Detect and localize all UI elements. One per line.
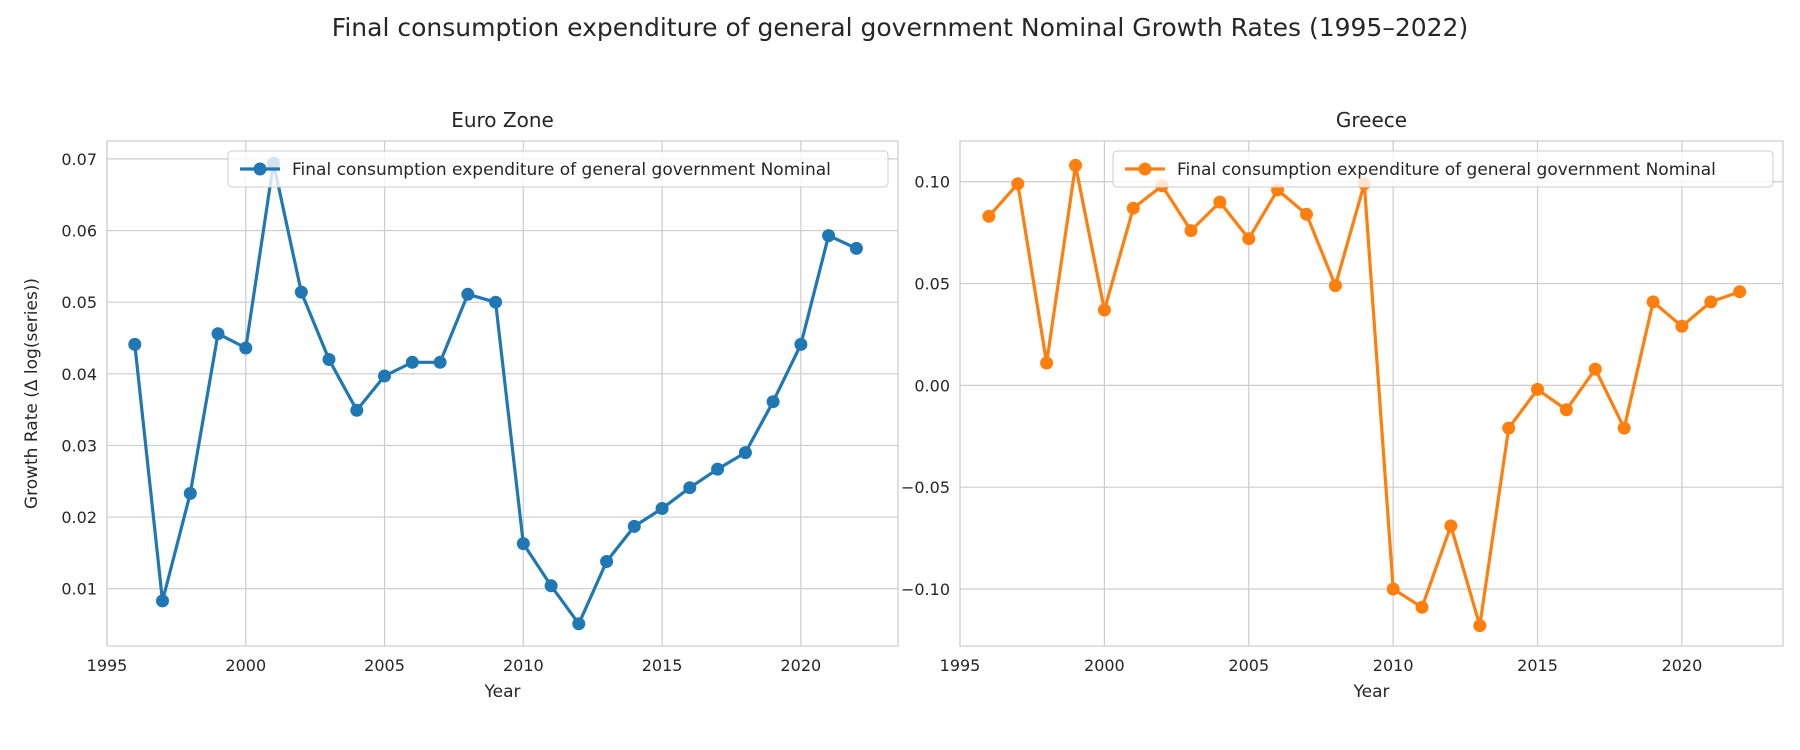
legend-box: [1112, 150, 1774, 188]
data-point: [322, 353, 336, 366]
x-tick-label: 2010: [503, 656, 544, 675]
data-point: [627, 519, 641, 533]
data-point: [1040, 356, 1054, 370]
data-point: [239, 341, 253, 355]
data-point: [1126, 201, 1140, 215]
legend-entry-label: Final consumption expenditure of general…: [292, 160, 831, 180]
data-point: [1588, 362, 1602, 376]
data-point: [544, 579, 558, 593]
x-tick-label: 1995: [940, 656, 981, 675]
panel-euro-zone: 0.01 0.02 0.03 0.04 0.05 0.06 0.07 1995 2000 2005…: [22, 108, 899, 702]
data-point: [156, 594, 169, 608]
data-point: [433, 355, 447, 369]
y-tick-label: 0.05: [61, 293, 97, 312]
x-axis-label: Year: [484, 682, 521, 702]
data-point: [738, 446, 752, 460]
y-tick-label: 0.00: [914, 376, 950, 395]
data-point: [489, 295, 503, 309]
data-point: [1097, 303, 1111, 317]
data-point: [405, 355, 419, 369]
data-point: [1444, 519, 1458, 533]
data-point: [683, 481, 697, 495]
x-tick-label: 2005: [1228, 656, 1269, 675]
data-point: [1242, 232, 1256, 246]
data-point: [1473, 619, 1487, 633]
data-point: [1704, 295, 1718, 309]
plot-area: [959, 140, 1784, 647]
data-point: [350, 403, 364, 417]
panel-title: Euro Zone: [451, 108, 554, 132]
data-point: [849, 241, 863, 255]
data-point: [1675, 319, 1689, 333]
y-tick-label: 0.04: [61, 365, 97, 384]
data-point: [600, 555, 614, 568]
y-axis-label: Growth Rate (Δ log(series)): [22, 278, 42, 509]
data-point: [1733, 285, 1747, 299]
data-point: [1011, 177, 1025, 191]
legend-entry-label: Final consumption expenditure of general…: [1177, 160, 1716, 180]
plot-area: [106, 140, 899, 647]
x-tick-label: 2010: [1373, 656, 1414, 675]
x-tick-label: 2000: [1084, 656, 1125, 675]
data-point: [711, 462, 725, 476]
data-point: [655, 502, 669, 515]
panel-title: Greece: [1336, 108, 1407, 132]
data-point: [516, 537, 530, 551]
data-point: [1069, 158, 1082, 172]
data-point: [1300, 207, 1313, 221]
data-point: [1617, 421, 1631, 435]
data-point: [1415, 600, 1429, 614]
data-point: [822, 229, 836, 243]
data-point: [1184, 224, 1198, 238]
data-point: [1502, 421, 1516, 435]
data-point: [128, 337, 142, 351]
data-point: [794, 337, 808, 351]
y-tick-label: 0.10: [914, 173, 950, 192]
data-point: [1531, 382, 1544, 396]
data-point: [572, 617, 586, 631]
data-point: [982, 209, 996, 223]
data-point: [1386, 582, 1400, 596]
x-tick-label: 1995: [87, 656, 128, 675]
y-tick-label: −0.10: [901, 580, 950, 599]
data-point: [1646, 295, 1660, 309]
y-tick-label: 0.05: [914, 275, 950, 294]
legend-marker-swatch: [253, 162, 267, 176]
figure-title: Final consumption expenditure of general…: [332, 13, 1468, 42]
y-tick-label: 0.01: [61, 580, 97, 599]
panel-greece: −0.10 −0.05 0.00 0.05 0.10 1995 2000 2005 2010 20…: [901, 108, 1784, 702]
y-tick-label: 0.07: [61, 150, 97, 169]
x-tick-label: 2020: [781, 656, 822, 675]
x-tick-label: 2015: [1517, 656, 1558, 675]
x-tick-label: 2005: [364, 656, 405, 675]
x-tick-label: 2000: [225, 656, 266, 675]
data-point: [766, 395, 780, 409]
legend-marker-swatch: [1138, 162, 1152, 176]
data-point: [294, 285, 308, 299]
x-axis-label: Year: [1353, 682, 1390, 702]
y-tick-label: 0.06: [61, 222, 97, 241]
data-point: [183, 486, 197, 500]
y-tick-label: −0.05: [901, 478, 950, 497]
y-tick-label: 0.03: [61, 436, 97, 455]
data-point: [211, 327, 225, 341]
x-tick-label: 2020: [1662, 656, 1703, 675]
data-point: [378, 369, 391, 383]
legend-box: [227, 150, 889, 188]
x-tick-label: 2015: [642, 656, 683, 675]
data-point: [1328, 279, 1342, 293]
data-point: [1559, 403, 1573, 417]
data-point: [1213, 195, 1227, 209]
y-tick-label: 0.02: [61, 508, 97, 527]
data-point: [461, 287, 475, 301]
